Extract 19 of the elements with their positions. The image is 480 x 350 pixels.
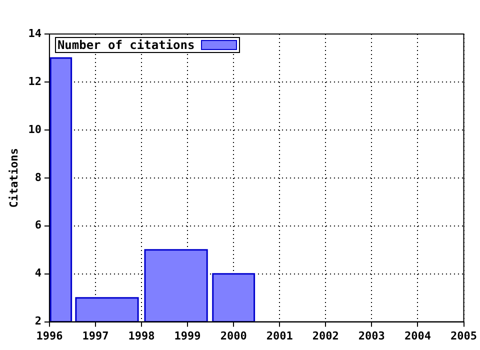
x-tick-label: 1996 [36,329,64,342]
x-tick-label: 2005 [450,329,478,342]
x-tick-label: 2002 [312,329,339,342]
x-tick-label: 2000 [220,329,247,342]
y-tick-label: 12 [28,74,42,88]
x-tick-label: 1998 [128,329,155,342]
x-tick-label: 1999 [174,329,201,342]
x-tick-label: 2001 [266,329,294,342]
legend-label: Number of citations [57,38,195,52]
y-tick-label: 4 [34,266,42,280]
y-tick-label: 14 [28,26,42,40]
x-tick-label: 1997 [82,329,109,342]
y-tick-label: 2 [34,314,42,328]
y-axis-title: Citations [7,148,20,208]
y-tick-label: 10 [28,122,42,136]
y-tick-label: 6 [34,218,42,232]
x-tick-label: 2004 [404,329,432,342]
x-tick-label: 2003 [358,329,385,342]
y-tick-label: 8 [34,170,42,184]
